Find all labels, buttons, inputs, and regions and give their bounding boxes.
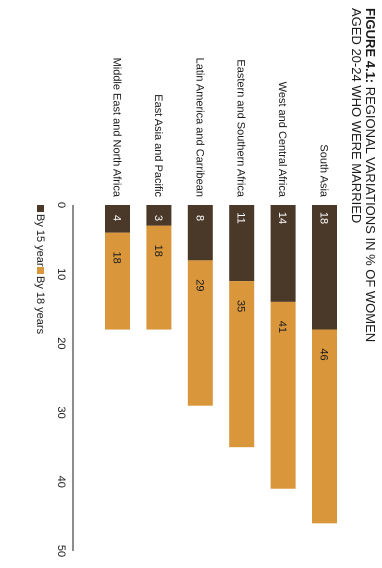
bar-by-18-years-middle-east-and-north-africa <box>105 232 130 330</box>
data-label-by-18-years-south-asia: 46 <box>318 348 330 360</box>
chart-rotated-group: FIGURE 4.1: REGIONAL VARIATIONS IN % OF … <box>34 8 378 557</box>
bar-by-15-years-eastern-and-southern-africa <box>229 205 255 282</box>
data-label-by-18-years-latin-america-and-carribean: 29 <box>193 279 205 291</box>
bar-by-18-years-eastern-and-southern-africa <box>229 281 255 448</box>
tick-label-50: 50 <box>55 545 67 557</box>
data-label-by-18-years-east-asia-and-pacific: 18 <box>152 245 164 257</box>
legend-swatch-by-15-years <box>37 205 44 212</box>
data-label-by-18-years-middle-east-and-north-africa: 18 <box>111 252 123 264</box>
bar-by-15-years-middle-east-and-north-africa <box>105 205 130 233</box>
legend-swatch-by-18-years <box>37 267 44 274</box>
category-label-east-asia-and-pacific: East Asia and Pacific <box>152 94 164 197</box>
bar-by-18-years-west-and-central-africa <box>270 301 296 489</box>
bar-by-18-years-south-asia <box>312 329 337 524</box>
bar-by-18-years-latin-america-and-carribean <box>187 260 213 406</box>
bar-by-15-years-east-asia-and-pacific <box>146 205 172 226</box>
tick-label-40: 40 <box>55 476 67 488</box>
bar-by-15-years-latin-america-and-carribean <box>187 205 213 261</box>
tick-label-10: 10 <box>55 268 67 280</box>
data-label-by-15-years-eastern-and-southern-africa: 11 <box>235 212 247 223</box>
bar-by-15-years-west-and-central-africa <box>270 205 296 302</box>
category-label-latin-america-and-carribean: Latin America and Carribean <box>193 58 205 197</box>
bar-by-18-years-east-asia-and-pacific <box>146 225 172 330</box>
tick-label-20: 20 <box>55 337 67 349</box>
chart-title-prefix: FIGURE 4.1: <box>363 8 378 83</box>
data-label-by-15-years-south-asia: 18 <box>318 212 330 224</box>
chart-title-line2: AGED 20-24 WHO WERE MARRIED <box>349 8 364 223</box>
data-label-by-15-years-latin-america-and-carribean: 8 <box>193 215 205 221</box>
legend-label-by-15-years: By 15 years <box>34 214 46 273</box>
legend-label-by-18-years: By 18 years <box>34 276 46 335</box>
legend: By 15 years By 18 years <box>34 205 46 335</box>
data-label-by-18-years-eastern-and-southern-africa: 35 <box>235 300 247 312</box>
plot-area: South Asia 18 46 West and Central Africa 14 4… <box>105 58 337 524</box>
category-label-eastern-and-southern-africa: Eastern and Southern Africa <box>235 59 247 197</box>
category-label-middle-east-and-north-africa: Middle East and North Africa <box>111 58 123 198</box>
data-label-by-15-years-east-asia-and-pacific: 3 <box>152 215 164 221</box>
tick-label-0: 0 <box>55 202 67 208</box>
chart-title: FIGURE 4.1: REGIONAL VARIATIONS IN % OF … <box>363 8 378 342</box>
chart-title-rest: REGIONAL VARIATIONS IN % OF WOMEN <box>363 83 378 342</box>
data-label-by-18-years-west-and-central-africa: 41 <box>276 321 288 333</box>
value-axis: 0 10 20 30 40 50 <box>55 202 74 557</box>
bar-by-15-years-south-asia <box>312 205 337 330</box>
tick-label-30: 30 <box>55 406 67 418</box>
category-label-west-and-central-africa: West and Central Africa <box>276 82 288 198</box>
data-label-by-15-years-west-and-central-africa: 14 <box>276 212 288 224</box>
data-label-by-15-years-middle-east-and-north-africa: 4 <box>111 215 123 221</box>
category-label-south-asia: South Asia <box>318 144 330 197</box>
